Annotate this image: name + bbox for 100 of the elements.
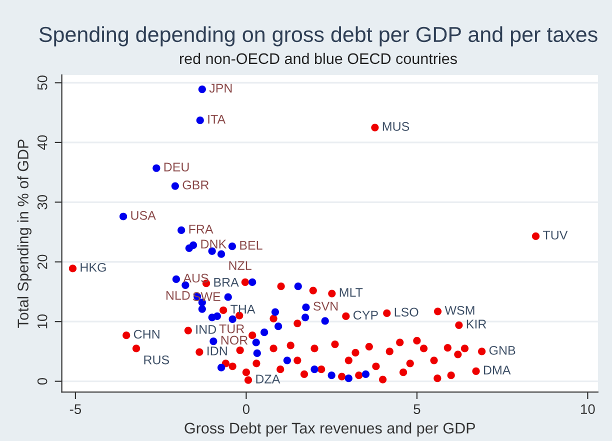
annotation: MUS [382,122,410,131]
annotation: THA [230,304,256,314]
x-tick-label: 5 [414,404,420,414]
point [270,314,278,322]
point [300,370,308,378]
point [253,349,261,358]
point [454,350,462,358]
point [365,342,373,350]
point [210,337,218,346]
x-tick-label: -5 [70,404,82,414]
point [342,312,350,320]
point [178,226,186,234]
annotation: WSM [444,306,474,315]
point [198,86,206,94]
y-tick-label: 50 [37,76,48,90]
annotation: NLD [166,291,190,300]
point [248,278,256,286]
point [228,242,236,250]
annotation: GBR [182,180,209,190]
point [220,306,228,314]
annotation: USA [131,210,156,220]
annotation: BEL [240,240,262,250]
point [184,326,192,334]
annotation: RUS [144,355,170,364]
point [122,332,130,340]
point [119,212,128,220]
point [318,366,326,374]
annotation: LSO [394,308,418,317]
point [132,344,140,352]
point [152,164,160,172]
point [328,290,336,298]
y-tick-label: 10 [37,314,48,328]
point [355,372,363,380]
point [252,360,260,368]
y-tick-label: 20 [37,254,48,269]
point [344,374,352,382]
annotation: CYP [353,310,378,320]
annotation: CHN [134,330,160,339]
point [242,368,250,376]
annotation: SVN [313,302,338,311]
point [460,344,469,352]
point [68,264,77,272]
point [277,282,285,290]
annotation: DMA [484,366,511,374]
point [310,344,318,352]
annotation: GNB [489,346,516,355]
annotation: AUS [183,274,208,283]
point [434,374,442,382]
point [430,356,438,364]
annotation: DNK [201,240,226,248]
annotation: BRA [214,278,239,287]
point [286,342,294,350]
point [185,244,193,252]
point [444,344,452,352]
annotation: IND [196,325,216,334]
point [362,370,370,378]
annotation: TUV [543,230,568,240]
point [378,376,387,384]
point [294,282,302,290]
point [301,314,310,322]
point [196,348,204,356]
point [270,344,278,352]
point [248,332,256,340]
point [328,372,336,380]
point [274,322,282,330]
annotation: ITA [208,114,226,124]
point [478,348,486,356]
x-tick-label: 0 [242,404,250,414]
annotation: IDN [208,346,227,356]
point [276,366,284,374]
point [455,321,463,329]
point [271,308,280,316]
annotation: MLT [340,288,363,297]
point [396,338,404,346]
annotation: FRA [189,224,214,234]
point [252,338,260,346]
point [228,315,236,323]
chart-title: Spending depending on gross debt per GDP and per taxes [39,26,598,46]
point [217,250,226,258]
y-tick-label: 0 [37,378,48,385]
annotation: TUR [219,324,244,334]
point [260,328,268,336]
point [321,317,329,325]
annotation: NZL [229,261,252,270]
point [309,286,317,294]
point [372,362,380,370]
point [447,372,455,380]
annotation: DZA [256,374,280,384]
point [399,368,408,376]
x-axis-title: Gross Debt per Tax revenues and per GDP [184,422,475,437]
point [386,348,394,356]
point [420,344,428,352]
point [310,366,318,374]
annotation: KIR [466,320,486,328]
point [196,116,204,124]
y-axis-title: Total Spending in % of GDP [17,140,32,328]
point [302,303,310,312]
annotation: DEU [164,162,189,172]
point [224,293,232,301]
point [217,364,226,372]
